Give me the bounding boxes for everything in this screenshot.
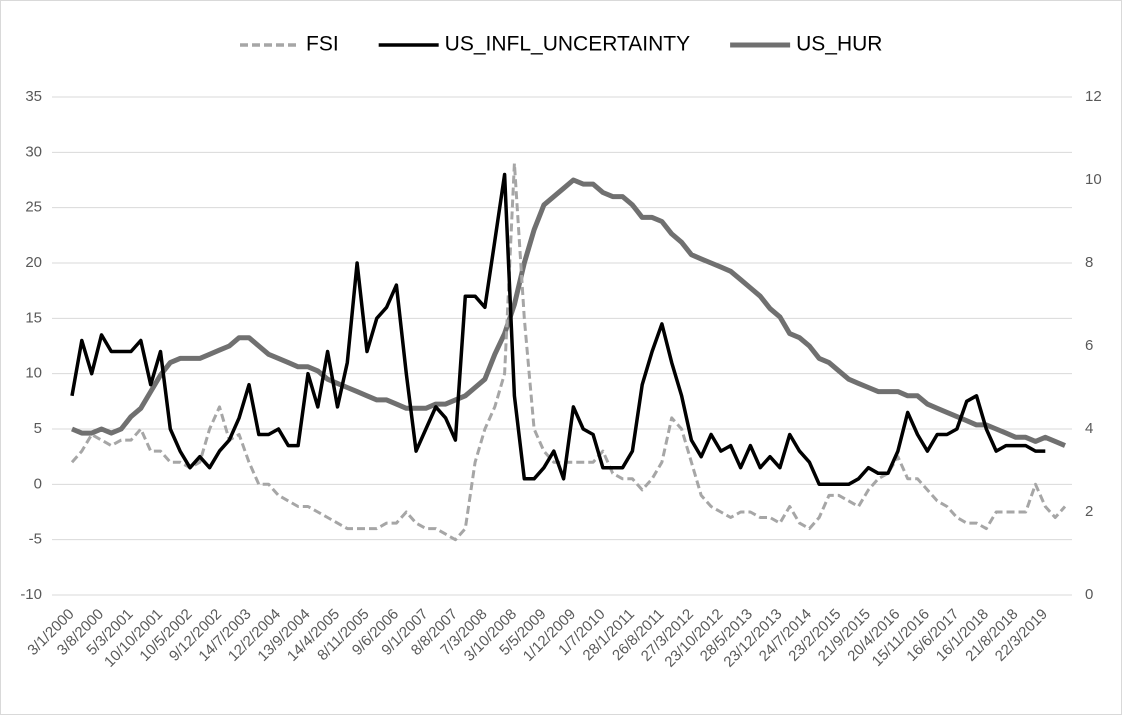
y-tick-label: 25 bbox=[25, 199, 42, 216]
y2-tick-label: 2 bbox=[1085, 503, 1093, 520]
y-tick-label: 20 bbox=[25, 254, 42, 271]
y2-tick-label: 4 bbox=[1085, 420, 1093, 437]
y2-tick-label: 10 bbox=[1085, 171, 1102, 188]
y2-tick-label: 0 bbox=[1085, 586, 1093, 603]
y-tick-label: 15 bbox=[25, 309, 42, 326]
y-tick-label: -10 bbox=[20, 586, 42, 603]
y-tick-label: 10 bbox=[25, 365, 42, 382]
legend-label: US_HUR bbox=[796, 33, 882, 56]
y2-tick-label: 12 bbox=[1085, 88, 1102, 105]
legend-label: US_INFL_UNCERTAINTY bbox=[445, 33, 690, 56]
y-tick-label: 0 bbox=[34, 475, 42, 492]
y-tick-label: 30 bbox=[25, 143, 42, 160]
line-series bbox=[71, 177, 1066, 448]
y-tick-label: -5 bbox=[29, 531, 42, 548]
y2-tick-label: 8 bbox=[1085, 254, 1093, 271]
line-series bbox=[70, 172, 1046, 487]
y-tick-label: 5 bbox=[34, 420, 42, 437]
y2-tick-label: 6 bbox=[1085, 337, 1093, 354]
y-tick-label: 35 bbox=[25, 88, 42, 105]
line-series bbox=[70, 161, 1067, 542]
legend-label: FSI bbox=[306, 33, 339, 56]
